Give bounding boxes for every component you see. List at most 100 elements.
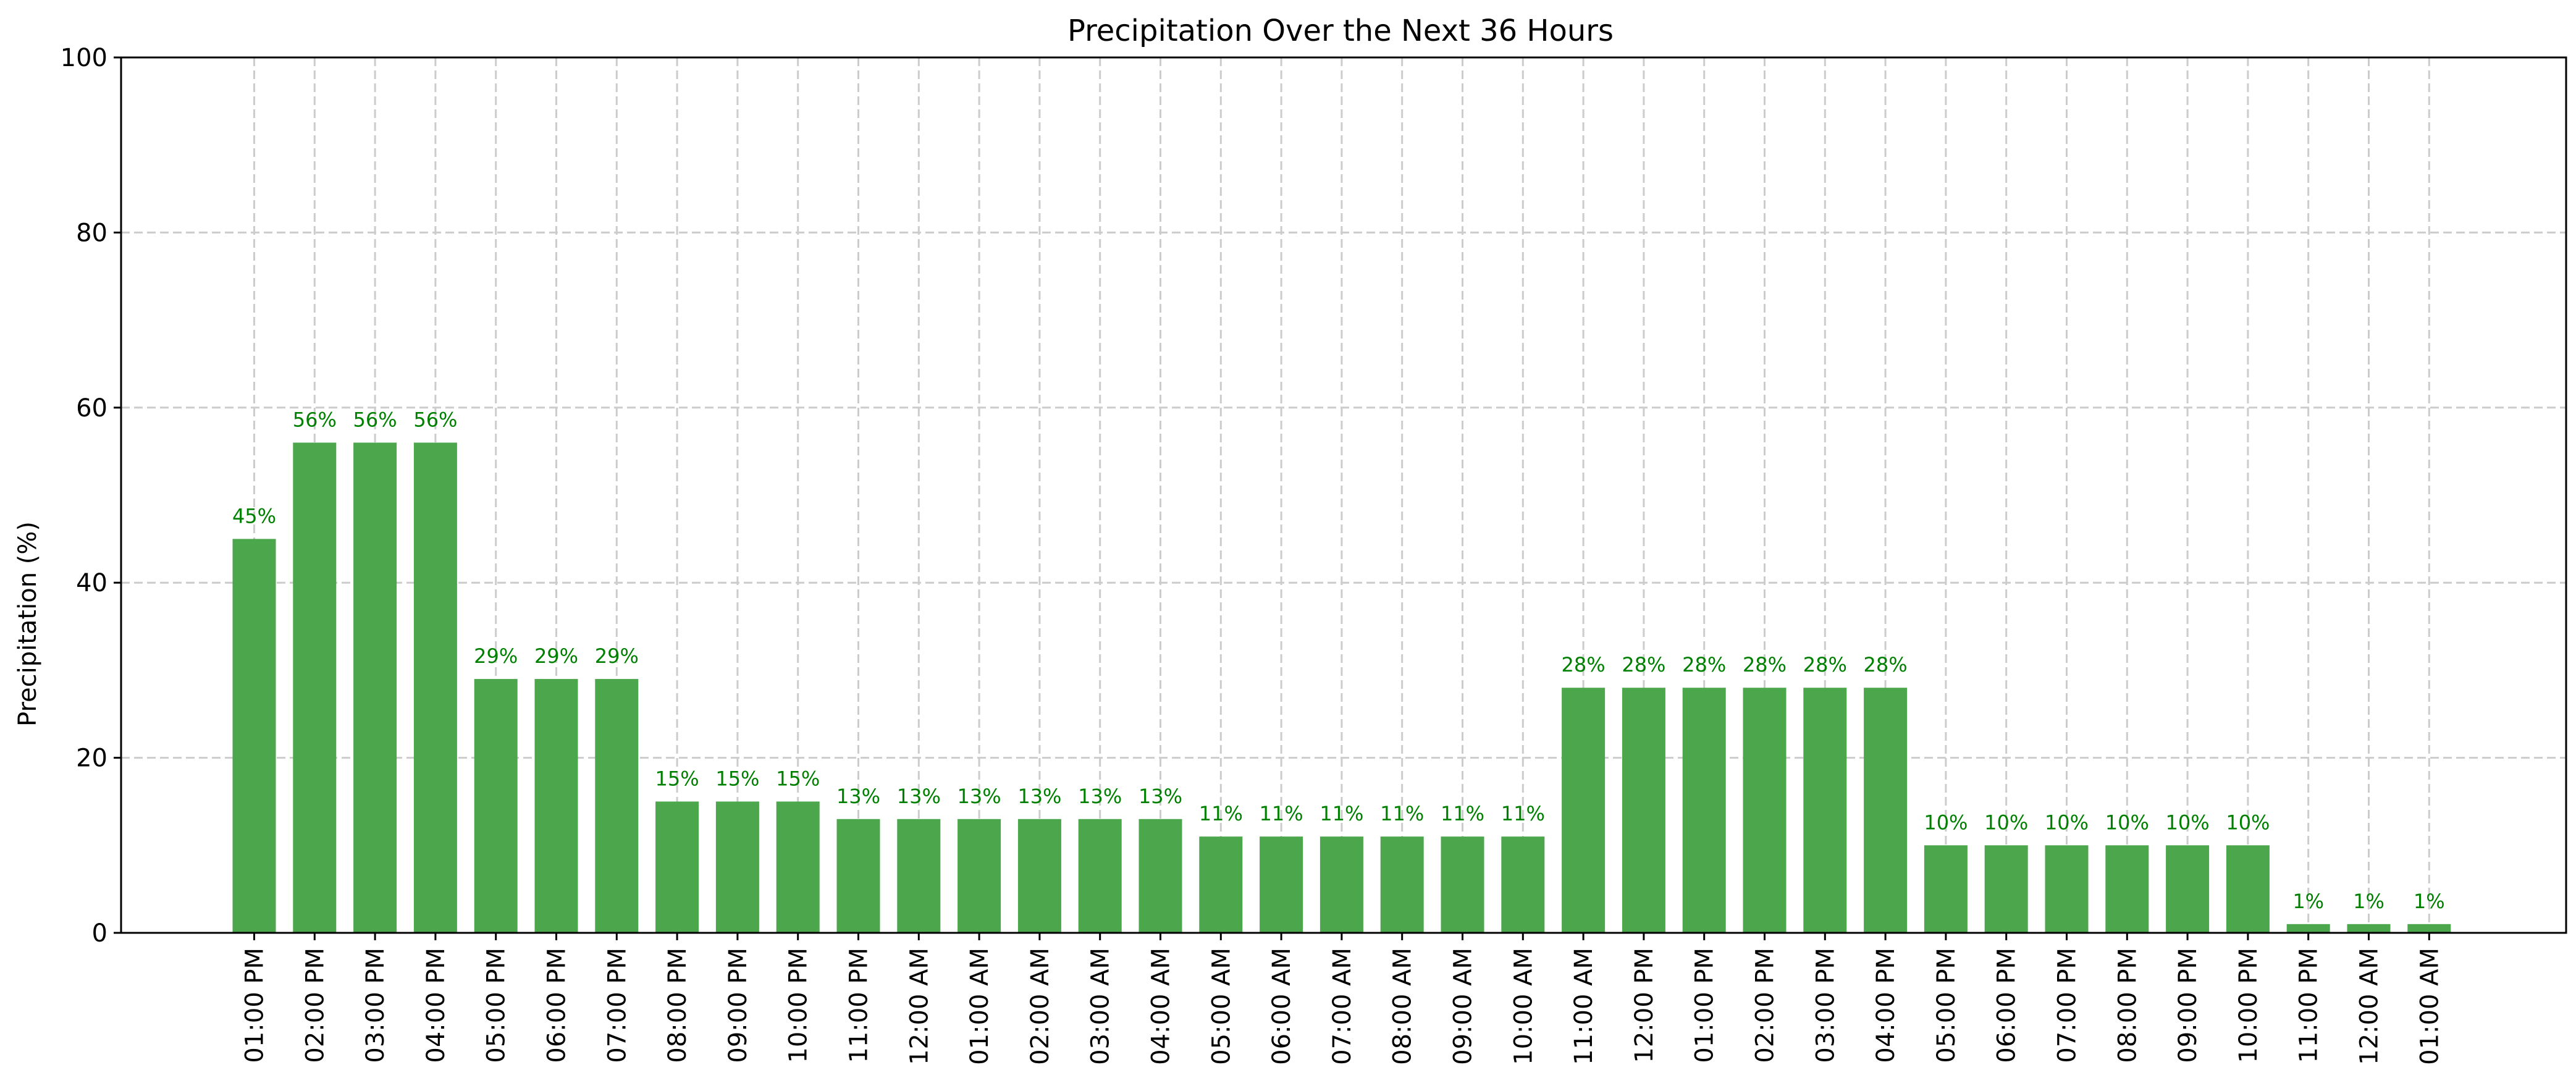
x-tick-label: 01:00 AM <box>966 948 994 1065</box>
x-tick-label: 02:00 PM <box>1751 948 1780 1063</box>
bar-value-label: 1% <box>2353 890 2384 913</box>
axes-frame <box>120 56 2567 934</box>
x-tick-label: 11:00 AM <box>1570 948 1598 1065</box>
bar <box>2105 845 2149 933</box>
bar <box>595 679 639 933</box>
bar <box>1803 688 1847 933</box>
x-tick-label: 12:00 PM <box>1630 948 1659 1063</box>
bar-value-label: 15% <box>776 767 820 790</box>
bar-value-label: 15% <box>715 767 759 790</box>
bar <box>1260 836 1303 933</box>
bar-value-label: 28% <box>1622 653 1665 676</box>
bar-value-label: 11% <box>1441 802 1484 825</box>
x-tick-label: 06:00 PM <box>543 948 571 1063</box>
bar <box>474 679 518 933</box>
y-axis-ticks: 0 20 40 60 80 100 <box>61 44 121 948</box>
x-tick-label: 02:00 PM <box>301 948 329 1063</box>
x-tick-label: 10:00 PM <box>785 948 813 1063</box>
bar <box>1682 688 1726 933</box>
y-tick-label: 0 <box>92 919 107 948</box>
bar-value-label: 11% <box>1260 802 1303 825</box>
bar <box>2347 924 2391 933</box>
bar <box>1622 688 1665 933</box>
bar <box>1441 836 1484 933</box>
y-tick-label: 20 <box>76 744 107 773</box>
bar-value-label: 13% <box>897 785 941 808</box>
bar <box>776 801 820 933</box>
bar <box>2226 845 2270 933</box>
bar-value-label: 29% <box>534 644 578 668</box>
x-tick-label: 07:00 PM <box>603 948 631 1063</box>
bar <box>836 819 880 933</box>
x-tick-label: 05:00 AM <box>1207 948 1235 1065</box>
x-tick-label: 11:00 PM <box>2295 948 2323 1063</box>
bar <box>1017 819 1061 933</box>
bar-value-label: 13% <box>1139 785 1182 808</box>
bar <box>897 819 941 933</box>
data-labels: 45% 56% 56% 56% 29% 29% 29% 15% 15% 15% 13% 13% 13% 1… <box>232 408 2445 912</box>
x-tick-label: 12:00 AM <box>905 948 933 1065</box>
y-axis-label: Precipitation (%) <box>14 521 42 727</box>
x-tick-label: 01:00 AM <box>2415 948 2444 1065</box>
x-tick-label: 09:00 AM <box>1449 948 1478 1065</box>
bar-value-label: 13% <box>1078 785 1122 808</box>
bar-value-label: 28% <box>1803 653 1847 676</box>
x-tick-label: 04:00 PM <box>422 948 450 1063</box>
bars <box>232 442 2451 933</box>
bar-value-label: 10% <box>2166 811 2210 834</box>
x-tick-label: 03:00 PM <box>1811 948 1840 1063</box>
x-tick-label: 09:00 PM <box>2174 948 2202 1063</box>
bar <box>1562 688 1606 933</box>
x-tick-label: 09:00 PM <box>724 948 752 1063</box>
bar-value-label: 13% <box>1017 785 1061 808</box>
bar-value-label: 28% <box>1743 653 1787 676</box>
x-tick-label: 02:00 AM <box>1026 948 1054 1065</box>
bar <box>413 442 457 933</box>
bar-value-label: 11% <box>1501 802 1545 825</box>
x-tick-label: 06:00 PM <box>1993 948 2021 1063</box>
bar-value-label: 13% <box>958 785 1001 808</box>
bar-value-label: 29% <box>595 644 639 668</box>
bar <box>2166 845 2210 933</box>
x-tick-label: 10:00 AM <box>1509 948 1538 1065</box>
bar-value-label: 56% <box>353 408 397 431</box>
bar <box>1320 836 1363 933</box>
chart-title: Precipitation Over the Next 36 Hours <box>1067 14 1614 48</box>
bar <box>1139 819 1182 933</box>
x-tick-label: 08:00 PM <box>663 948 692 1063</box>
x-tick-label: 07:00 AM <box>1328 948 1357 1065</box>
bar <box>1501 836 1545 933</box>
bar <box>2407 924 2451 933</box>
bar <box>353 442 397 933</box>
y-tick-label: 100 <box>61 44 107 72</box>
bar-value-label: 28% <box>1682 653 1726 676</box>
bar <box>715 801 759 933</box>
bar-value-label: 10% <box>2226 811 2270 834</box>
bar-value-label: 11% <box>1320 802 1363 825</box>
bar-value-label: 11% <box>1380 802 1424 825</box>
x-tick-label: 04:00 PM <box>1872 948 1900 1063</box>
x-tick-label: 11:00 PM <box>845 948 873 1063</box>
bar-value-label: 45% <box>232 504 276 528</box>
bar <box>1864 688 1908 933</box>
bar <box>1743 688 1787 933</box>
y-tick-label: 60 <box>76 394 107 423</box>
y-tick-label: 40 <box>76 569 107 597</box>
bar <box>958 819 1001 933</box>
x-tick-label: 12:00 AM <box>2355 948 2384 1065</box>
bar <box>2286 924 2330 933</box>
bar <box>1924 845 1968 933</box>
bar <box>1078 819 1122 933</box>
x-axis-ticks: 01:00 PM 02:00 PM 03:00 PM 04:00 PM 05:00 PM… <box>241 933 2444 1065</box>
bar <box>293 442 337 933</box>
bar-value-label: 15% <box>655 767 699 790</box>
x-tick-label: 03:00 AM <box>1087 948 1115 1065</box>
bar-value-label: 29% <box>474 644 518 668</box>
bar-value-label: 1% <box>2292 890 2324 913</box>
bar-value-label: 56% <box>293 408 337 431</box>
bar <box>1380 836 1424 933</box>
bar <box>232 539 276 933</box>
bar-value-label: 10% <box>2105 811 2149 834</box>
x-tick-label: 01:00 PM <box>1691 948 1719 1063</box>
